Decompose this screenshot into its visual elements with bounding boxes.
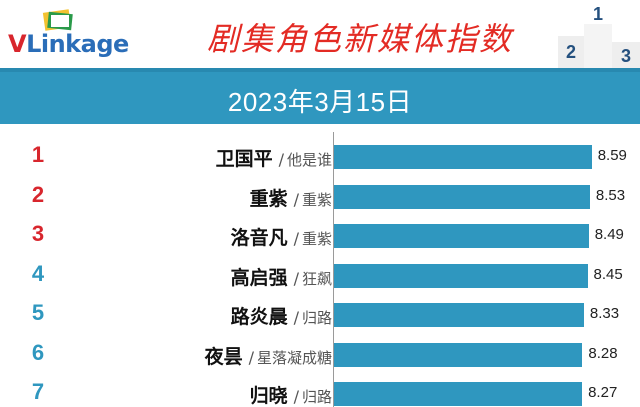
header: VLinkage 剧集角色新媒体指数 2 1 3	[0, 0, 640, 68]
label-separator: /	[293, 229, 299, 248]
bar-value-label: 8.53	[595, 186, 626, 204]
date-band: 2023年3月15日	[0, 68, 640, 124]
row-label: 洛音凡 / 重紫	[231, 223, 332, 250]
row-label: 路炎晨 / 归路	[231, 302, 332, 329]
character-name: 夜昙	[204, 345, 243, 368]
row-label: 归晓 / 归路	[250, 381, 332, 407]
rank-number: 3	[31, 221, 45, 246]
chart-row: 1 卫国平 / 他是谁 8.59	[0, 138, 640, 178]
rank-number: 6	[31, 339, 45, 365]
rank-number: 5	[31, 300, 45, 325]
bar-value-label: 8.59	[597, 147, 627, 164]
bar-value-label: 8.49	[594, 226, 624, 243]
row-label: 卫国平 / 他是谁	[216, 144, 332, 171]
character-name: 重紫	[249, 187, 288, 210]
chart-row: 4 高启强 / 狂飙 8.45	[0, 257, 640, 297]
chart-row: 2 重紫 / 重紫 8.53	[0, 178, 640, 218]
label-separator: /	[248, 347, 254, 367]
character-name: 归晓	[249, 385, 288, 407]
character-name: 路炎晨	[230, 306, 288, 328]
rank-number: 7	[31, 379, 45, 404]
chart-bar	[334, 145, 592, 169]
label-separator: /	[278, 150, 284, 169]
logo-wordmark: Linkage	[26, 30, 129, 58]
drama-title: 归路	[301, 388, 332, 406]
drama-title: 他是谁	[286, 151, 332, 169]
podium-digit-1: 1	[593, 4, 603, 24]
drama-title: 狂飙	[301, 269, 332, 288]
row-label: 夜昙 / 星落凝成糖	[205, 342, 332, 369]
chart-axis-line	[333, 132, 334, 407]
bar-value-label: 8.45	[593, 265, 623, 283]
character-name: 卫国平	[215, 148, 273, 170]
podium-digit-2: 2	[566, 42, 576, 62]
character-name: 高启强	[230, 266, 288, 289]
rank-number: 4	[31, 260, 45, 286]
chart-bar	[334, 184, 590, 209]
rank-number: 2	[31, 181, 45, 207]
logo-badge-icon	[42, 9, 73, 31]
drama-title: 归路	[301, 309, 332, 327]
chart-bar	[334, 342, 583, 367]
ranking-chart: 1 卫国平 / 他是谁 8.59 2 重紫 / 重紫 8.53 3 洛音凡 / 重紫 8.49 4 高启强 / 狂飙…	[0, 124, 640, 407]
chart-bar	[334, 263, 588, 288]
chart-row: 3 洛音凡 / 重紫 8.49	[0, 217, 640, 257]
label-separator: /	[293, 387, 299, 406]
drama-title: 星落凝成糖	[256, 348, 332, 367]
podium-icon: 2 1 3	[558, 4, 640, 68]
chart-bar	[334, 303, 584, 327]
character-name: 洛音凡	[230, 227, 288, 249]
vlinkage-logo[interactable]: VLinkage	[8, 6, 148, 62]
label-separator: /	[293, 268, 299, 288]
row-label: 重紫 / 重紫	[250, 184, 332, 211]
bar-value-label: 8.33	[589, 305, 620, 322]
chart-row: 6 夜昙 / 星落凝成糖 8.28	[0, 336, 640, 376]
podium-digit-3: 3	[621, 46, 631, 66]
row-label: 高启强 / 狂飙	[231, 263, 332, 290]
chart-row: 5 路炎晨 / 归路 8.33	[0, 296, 640, 336]
bar-value-label: 8.28	[588, 344, 618, 362]
chart-bar	[334, 224, 589, 248]
drama-title: 重紫	[301, 230, 332, 248]
chart-date: 2023年3月15日	[227, 87, 413, 117]
label-separator: /	[293, 189, 299, 209]
bar-value-label: 8.27	[588, 384, 618, 401]
rank-number: 1	[31, 142, 45, 167]
chart-row: 7 归晓 / 归路 8.27	[0, 375, 640, 407]
drama-title: 重紫	[301, 190, 332, 209]
label-separator: /	[293, 308, 299, 327]
chart-bar	[334, 382, 583, 406]
logo-letter-v: V	[8, 30, 27, 58]
page-title: 剧集角色新媒体指数	[206, 20, 513, 58]
logo-text: VLinkage	[8, 30, 129, 58]
